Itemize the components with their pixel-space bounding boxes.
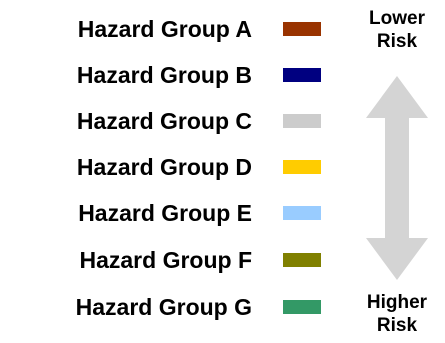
legend-label-d: Hazard Group D bbox=[76, 154, 252, 180]
legend-label-c: Hazard Group C bbox=[76, 108, 252, 134]
legend-swatch-d bbox=[283, 160, 321, 174]
legend-swatch-g bbox=[283, 300, 321, 314]
legend-swatch-c bbox=[283, 114, 321, 128]
legend-label-f: Hazard Group F bbox=[79, 247, 252, 273]
legend-swatch-e bbox=[283, 206, 321, 220]
double-arrow-icon bbox=[366, 76, 428, 280]
legend-label-b: Hazard Group B bbox=[76, 62, 252, 88]
legend-label-a: Hazard Group A bbox=[77, 16, 252, 42]
higher-risk-label: Higher Risk bbox=[366, 292, 428, 336]
legend-swatch-a bbox=[283, 22, 321, 36]
legend-label-e: Hazard Group E bbox=[78, 200, 252, 226]
lower-risk-label: Lower Risk bbox=[369, 8, 425, 52]
legend-swatch-f bbox=[283, 253, 321, 267]
legend-swatch-b bbox=[283, 68, 321, 82]
legend-label-g: Hazard Group G bbox=[75, 294, 252, 320]
